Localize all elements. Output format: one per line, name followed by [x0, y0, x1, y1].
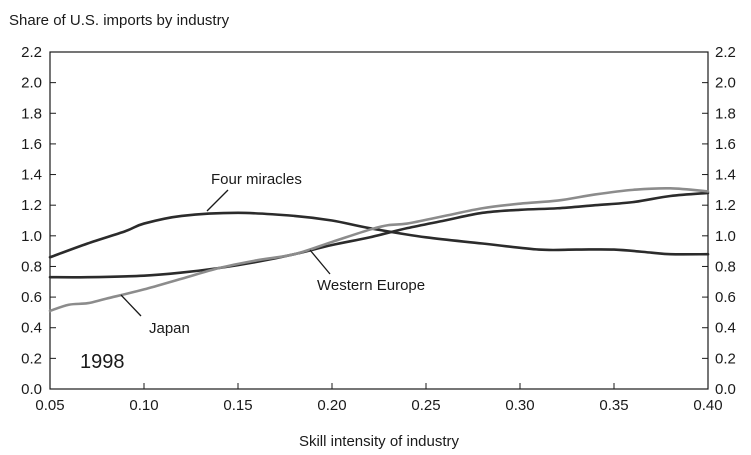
y-tick-label-left: 0.4 [21, 320, 42, 337]
chart-title: Share of U.S. imports by industry [9, 12, 230, 29]
x-tick-label: 0.15 [223, 397, 252, 414]
series-line-japan [48, 186, 710, 313]
annotation-leader-western-europe [309, 249, 331, 275]
y-tick-label-left: 2.2 [21, 44, 42, 61]
x-tick-label: 0.05 [35, 397, 64, 414]
series-layer [48, 186, 710, 313]
y-tick-label-left: 1.4 [21, 167, 42, 184]
y-axis-left: 0.0 0.2 0.4 0.6 0.8 1.0 1.2 1.4 1.6 1.8 2.0 2.2 [21, 44, 56, 398]
annotation-label-four-miracles: Four miracles [211, 171, 302, 188]
annotation-leader-japan [120, 294, 142, 317]
y-tick-label-left: 1.6 [21, 136, 42, 153]
y-tick-label-right: 1.4 [715, 167, 736, 184]
y-tick-label-left: 2.0 [21, 75, 42, 92]
annotation-leader-four-miracles [206, 189, 229, 212]
y-tick-label-right: 0.0 [715, 381, 736, 398]
x-tick-label: 0.35 [599, 397, 628, 414]
y-tick-label-right: 1.2 [715, 197, 736, 214]
y-tick-label-right: 0.4 [715, 320, 736, 337]
y-tick-label-left: 1.0 [21, 228, 42, 245]
y-tick-label-left: 1.8 [21, 105, 42, 122]
y-tick-label-right: 1.6 [715, 136, 736, 153]
plot-frame [49, 51, 709, 390]
x-tick-label: 0.40 [693, 397, 722, 414]
y-tick-label-right: 0.8 [715, 258, 736, 275]
y-tick-label-left: 0.0 [21, 381, 42, 398]
annotation-label-western-europe: Western Europe [317, 277, 425, 294]
year-label: 1998 [80, 351, 125, 373]
x-axis: 0.05 0.10 0.15 0.20 0.25 0.30 0.35 0.40 [35, 383, 723, 414]
x-tick-label: 0.10 [129, 397, 158, 414]
y-axis-right: 0.0 0.2 0.4 0.6 0.8 1.0 1.2 1.4 1.6 1.8 2.0 2.2 [702, 44, 736, 398]
y-tick-label-right: 0.6 [715, 289, 736, 306]
y-tick-label-right: 2.0 [715, 75, 736, 92]
y-tick-label-right: 0.2 [715, 350, 736, 367]
y-tick-label-right: 2.2 [715, 44, 736, 61]
annotation-layer: Four miracles Western Europe Japan [120, 171, 425, 337]
y-tick-label-left: 1.2 [21, 197, 42, 214]
x-axis-title: Skill intensity of industry [299, 433, 460, 450]
y-tick-label-right: 1.8 [715, 105, 736, 122]
y-tick-label-left: 0.6 [21, 289, 42, 306]
x-tick-label: 0.30 [505, 397, 534, 414]
x-tick-label: 0.25 [411, 397, 440, 414]
y-tick-label-left: 0.8 [21, 258, 42, 275]
series-line-four-miracles [48, 211, 710, 259]
y-tick-label-right: 1.0 [715, 228, 736, 245]
x-tick-label: 0.20 [317, 397, 346, 414]
annotation-label-japan: Japan [149, 320, 190, 337]
series-line-western-europe [48, 191, 710, 279]
y-tick-label-left: 0.2 [21, 350, 42, 367]
